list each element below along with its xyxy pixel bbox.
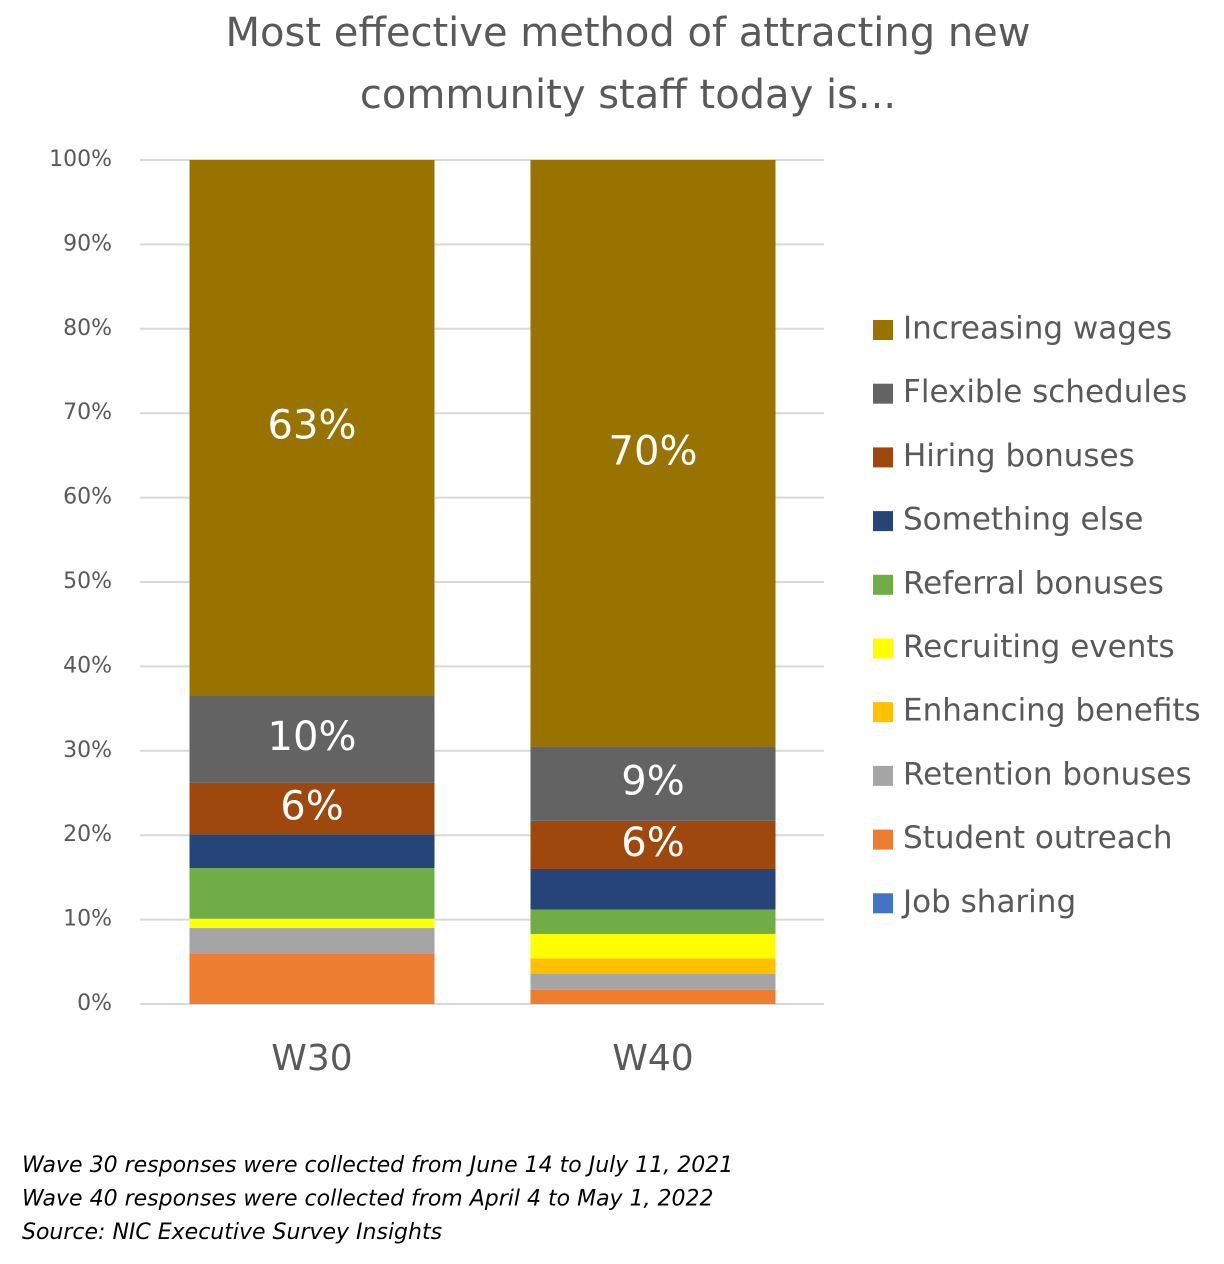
legend-label: Hiring bonuses (903, 438, 1135, 474)
y-tick-label: 70% (63, 400, 112, 425)
legend-swatch (873, 765, 893, 786)
bar-segment (189, 918, 435, 929)
y-tick-label: 30% (63, 738, 112, 763)
data-label: 63% (268, 403, 357, 449)
legend-swatch (873, 320, 893, 340)
bar-segment (189, 695, 435, 783)
legend-label: Increasing wages (903, 311, 1172, 347)
bar-segment (530, 820, 776, 869)
y-tick-label: 80% (63, 316, 112, 341)
bar-segment (189, 868, 435, 919)
bar-segment (530, 868, 776, 910)
data-label: 6% (621, 820, 684, 866)
bar-segment (530, 973, 776, 990)
legend-label: Something else (903, 502, 1143, 538)
data-label: 6% (280, 784, 343, 830)
footnote: Wave 30 responses were collected from Ju… (22, 1153, 733, 1178)
bar-segment (189, 928, 435, 954)
chart-title: community staff today is... (360, 72, 896, 118)
legend-label: Student outreach (903, 820, 1172, 856)
y-tick-label: 20% (63, 822, 112, 847)
bar-segment (530, 958, 776, 974)
legend-label: Recruiting events (903, 629, 1175, 665)
legend-label: Retention bonuses (903, 756, 1192, 792)
data-label: 10% (268, 714, 357, 760)
data-label: 70% (609, 428, 698, 474)
legend-label: Referral bonuses (903, 565, 1164, 601)
y-tick-label: 50% (63, 569, 112, 594)
data-label: 9% (621, 759, 684, 805)
y-tick-label: 40% (63, 653, 112, 678)
legend-label: Enhancing benefits (903, 693, 1201, 729)
bar-segment (530, 909, 776, 934)
legend-label: Flexible schedules (903, 374, 1187, 410)
x-tick-label: W30 (271, 1038, 352, 1079)
footnote: Wave 40 responses were collected from Ap… (22, 1187, 714, 1212)
x-tick-label: W40 (612, 1038, 693, 1079)
chart-title: Most effective method of attracting new (226, 10, 1031, 56)
y-tick-label: 0% (77, 991, 112, 1016)
y-tick-label: 100% (49, 147, 112, 172)
bar-segment (189, 834, 435, 869)
legend-label: Job sharing (901, 884, 1076, 920)
y-tick-label: 90% (63, 231, 112, 256)
bar-segment (189, 953, 435, 1004)
bar-segment (189, 160, 435, 696)
legend-swatch (873, 574, 893, 595)
bar-segment (530, 746, 776, 821)
footnote: Source: NIC Executive Survey Insights (22, 1220, 442, 1245)
y-tick-label: 60% (63, 485, 112, 510)
bar-segment (530, 933, 776, 959)
bar-segment (530, 160, 776, 747)
legend-swatch (873, 447, 893, 468)
legend-swatch (873, 638, 893, 659)
legend-swatch (873, 893, 893, 914)
legend-swatch (873, 702, 893, 723)
legend-swatch (873, 829, 893, 850)
legend-swatch (873, 383, 893, 404)
bar-segment (189, 782, 435, 835)
bar-segment (530, 989, 776, 1004)
y-tick-label: 10% (63, 907, 112, 932)
legend-swatch (873, 511, 893, 532)
